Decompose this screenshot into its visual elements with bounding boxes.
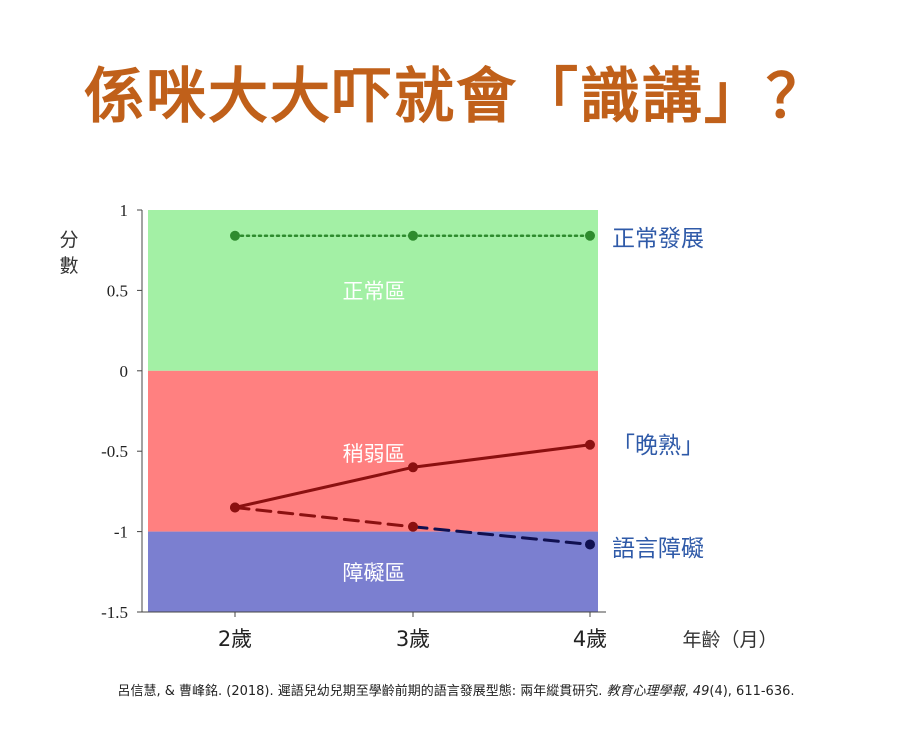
- y-tick-label: 1: [120, 201, 129, 220]
- reference-volume: 49: [692, 684, 710, 699]
- series-2-segment: [233, 505, 415, 529]
- y-tick-label: -0.5: [101, 442, 128, 461]
- series-0-point: [408, 230, 418, 241]
- y-axis-label-char: 分: [59, 229, 78, 251]
- x-axis-label: 年齡（月）: [682, 629, 777, 651]
- series-0-point: [585, 230, 595, 241]
- series-1-segment: [411, 443, 592, 469]
- y-tick-label: -1.5: [101, 603, 128, 622]
- zone-2: [148, 531, 598, 612]
- zone-label-1: 稍弱區: [343, 442, 406, 466]
- y-tick-label: 0.5: [107, 281, 128, 300]
- y-tick-label: -1: [114, 523, 128, 542]
- series-label-1: 「晚熟」: [612, 433, 704, 459]
- series-label-2: 語言障礙: [612, 536, 704, 562]
- x-tick-label: 4歲: [573, 627, 607, 651]
- reference-authors: 呂信慧, & 曹峰銘. (2018). 遲語兒幼兒期至學齡前期的語言發展型態: …: [117, 684, 607, 699]
- y-tick-label: 0: [120, 362, 129, 381]
- reference-rest: (4), 611-636.: [709, 684, 795, 699]
- series-2-point: [585, 539, 595, 550]
- page-title: 係咪大大吓就會「識講」？: [84, 62, 828, 132]
- series-2-segment: [411, 525, 592, 546]
- x-tick-label: 2歲: [218, 627, 252, 651]
- zone-1: [148, 370, 598, 532]
- series-label-0: 正常發展: [612, 226, 704, 252]
- series-0-point: [230, 230, 240, 241]
- reference-journal: 教育心理學報: [606, 684, 685, 699]
- zone-label-0: 正常區: [343, 279, 406, 303]
- series-2-point: [408, 521, 418, 532]
- x-tick-label: 3歲: [396, 627, 430, 651]
- zone-label-2: 障礙區: [343, 561, 406, 585]
- y-axis-label-char: 數: [59, 255, 78, 277]
- series-2-point: [230, 502, 240, 513]
- series-1-point: [585, 439, 595, 450]
- series-1-point: [408, 462, 418, 473]
- reference-citation: 呂信慧, & 曹峰銘. (2018). 遲語兒幼兒期至學齡前期的語言發展型態: …: [117, 684, 795, 699]
- series-1-segment: [233, 465, 415, 509]
